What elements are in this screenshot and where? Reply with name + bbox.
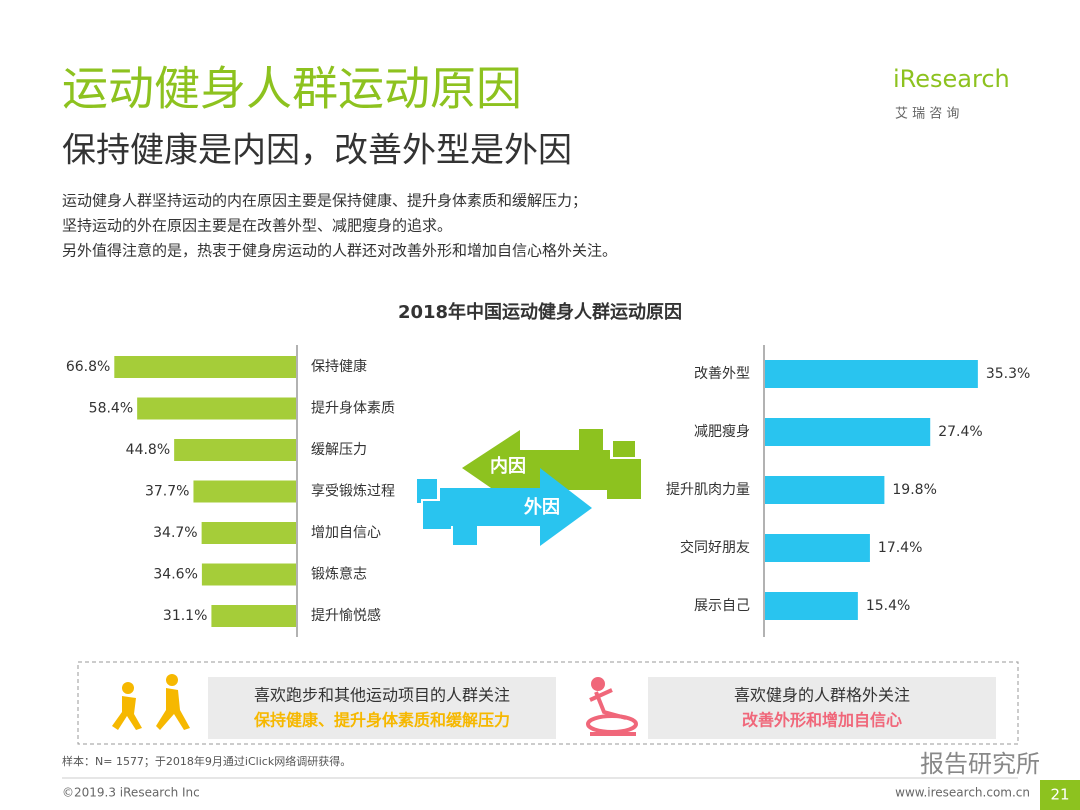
bar: [765, 476, 885, 504]
page-badge: [1040, 780, 1080, 810]
callout-highlight: 改善外形和增加自信心: [742, 711, 902, 730]
bar: [201, 522, 296, 544]
category-label: 提升肌肉力量: [666, 482, 750, 498]
intro-line: 运动健身人群坚持运动的内在原因主要是保持健康、提升身体素质和缓解压力；: [62, 192, 587, 210]
value-label: 58.4%: [89, 401, 133, 417]
bar: [765, 592, 858, 620]
value-label: 37.7%: [145, 484, 189, 500]
category-label: 提升愉悦感: [311, 607, 381, 624]
bar: [765, 534, 870, 562]
bar: [765, 360, 978, 388]
value-label: 66.8%: [66, 359, 110, 375]
deco-square: [605, 457, 643, 501]
callout-title: 喜欢健身的人群格外关注: [734, 686, 910, 705]
value-label: 15.4%: [866, 598, 910, 614]
callout-box: [648, 677, 996, 739]
intro-line: 坚持运动的外在原因主要是在改善外型、减肥瘦身的追求。: [62, 217, 452, 235]
callout-frame: [77, 661, 1019, 745]
subtitle: 保持健康是内因，改善外型是外因: [62, 131, 572, 171]
bar: [137, 397, 296, 420]
page-number: 21: [1050, 786, 1069, 804]
value-label: 44.8%: [126, 442, 170, 458]
category-label: 增加自信心: [311, 525, 381, 541]
category-label: 减肥瘦身: [694, 423, 750, 440]
bar: [174, 439, 296, 461]
callout-highlight: 保持健康、提升身体素质和缓解压力: [253, 711, 510, 730]
value-label: 27.4%: [938, 424, 982, 440]
category-label: 享受锻炼过程: [311, 483, 395, 500]
callout-box: [208, 677, 556, 739]
value-label: 19.8%: [892, 482, 936, 498]
copyright: ©2019.3 iResearch Inc: [62, 786, 200, 800]
chart-title: 2018年中国运动健身人群运动原因: [398, 301, 682, 323]
category-label: 提升身体素质: [311, 401, 395, 417]
website: www.iresearch.com.cn: [895, 786, 1030, 800]
runner-icon: [112, 674, 190, 730]
value-label: 17.4%: [878, 540, 922, 556]
arrow-label: 内因: [490, 455, 526, 477]
category-label: 改善外型: [694, 366, 750, 382]
title: 运动健身人群运动原因: [62, 62, 522, 116]
watermark: 报告研究所: [920, 750, 1040, 778]
value-label: 34.7%: [153, 525, 197, 541]
logo: iResearch: [893, 65, 1010, 93]
bar: [201, 563, 296, 586]
arrow-outer: [440, 468, 592, 546]
category-label: 锻炼意志: [311, 566, 367, 583]
category-label: 缓解压力: [311, 442, 367, 458]
intro-line: 另外值得注意的是，热衷于健身房运动的人群还对改善外形和增加自信心格外关注。: [62, 242, 617, 260]
arrows: 内因 外因: [415, 427, 643, 547]
bar: [765, 418, 931, 446]
category-label: 交同好朋友: [680, 539, 750, 556]
logo-cn: 艾 瑞 咨 询: [895, 107, 959, 122]
callout-title: 喜欢跑步和其他运动项目的人群关注: [254, 686, 510, 705]
bar: [114, 356, 296, 378]
value-label: 34.6%: [153, 567, 197, 583]
bar: [211, 605, 296, 627]
bar: [193, 480, 296, 503]
category-label: 保持健康: [311, 358, 367, 375]
arrow-label: 外因: [524, 496, 560, 518]
footnote: 样本：N= 1577；于2018年9月通过iClick网络调研获得。: [62, 754, 351, 768]
category-label: 展示自己: [694, 598, 750, 614]
value-label: 31.1%: [163, 608, 207, 624]
value-label: 35.3%: [986, 366, 1030, 382]
elliptical-icon: [586, 677, 638, 736]
